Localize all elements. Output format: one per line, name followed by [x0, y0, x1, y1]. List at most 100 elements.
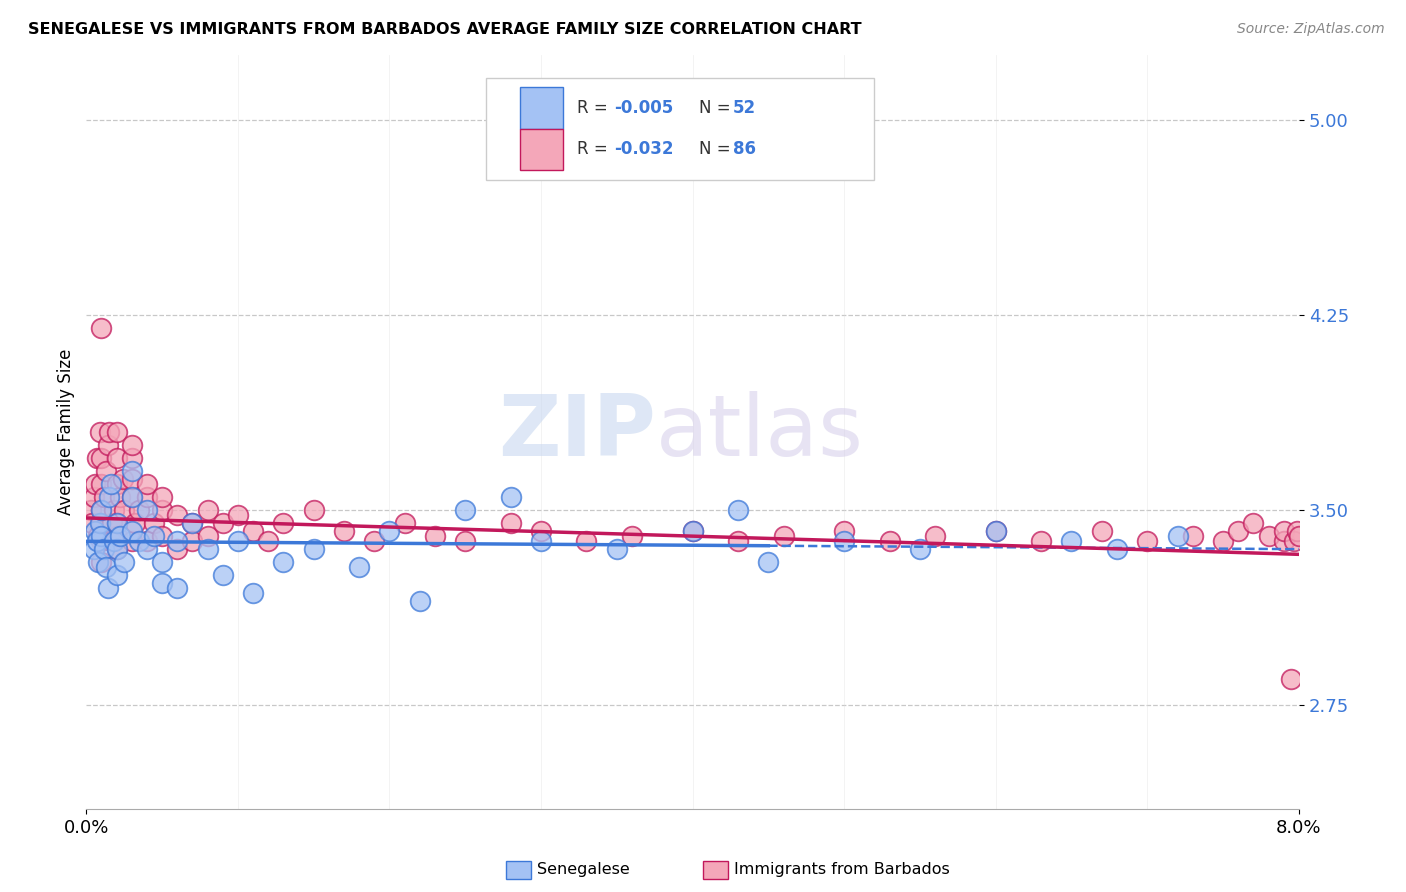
Point: [121, 490, 143, 504]
Point: [1272, 524, 1295, 538]
Point: [378, 524, 401, 538]
Point: [84, 524, 107, 538]
Point: [499, 516, 522, 530]
Point: [87, 529, 110, 543]
Point: [105, 516, 128, 530]
Point: [111, 472, 134, 486]
Point: [197, 503, 219, 517]
Point: [347, 560, 370, 574]
Point: [257, 534, 280, 549]
Point: [96, 438, 118, 452]
Text: -0.005: -0.005: [614, 99, 673, 117]
Point: [166, 542, 188, 557]
Point: [103, 503, 125, 517]
Point: [83, 542, 105, 557]
Point: [606, 542, 628, 557]
Point: [93, 542, 115, 557]
Point: [150, 555, 173, 569]
Point: [121, 490, 143, 504]
Point: [530, 524, 553, 538]
FancyBboxPatch shape: [486, 78, 875, 179]
Point: [879, 534, 901, 549]
Point: [1031, 534, 1053, 549]
Point: [90, 477, 112, 491]
Point: [181, 534, 204, 549]
Point: [128, 503, 150, 517]
Point: [112, 503, 135, 517]
Text: SENEGALESE VS IMMIGRANTS FROM BARBADOS AVERAGE FAMILY SIZE CORRELATION CHART: SENEGALESE VS IMMIGRANTS FROM BARBADOS A…: [28, 22, 862, 37]
Point: [166, 508, 188, 523]
Point: [128, 534, 150, 549]
Y-axis label: Average Family Size: Average Family Size: [58, 349, 75, 516]
Point: [108, 490, 131, 504]
Point: [1091, 524, 1114, 538]
Point: [150, 503, 173, 517]
Point: [423, 529, 446, 543]
Point: [772, 529, 794, 543]
Point: [727, 503, 749, 517]
Text: N =: N =: [699, 99, 735, 117]
Point: [121, 524, 143, 538]
Point: [135, 477, 157, 491]
Point: [181, 516, 204, 530]
Point: [84, 477, 107, 491]
Point: [105, 568, 128, 582]
Point: [105, 451, 128, 466]
Text: R =: R =: [578, 99, 613, 117]
Point: [1105, 542, 1128, 557]
Point: [82, 516, 104, 530]
Point: [1181, 529, 1204, 543]
Point: [242, 524, 264, 538]
Point: [363, 534, 385, 549]
Point: [143, 516, 166, 530]
Point: [1286, 524, 1309, 538]
Point: [93, 490, 115, 504]
Point: [242, 586, 264, 600]
Point: [454, 503, 477, 517]
Point: [1284, 534, 1306, 549]
Point: [394, 516, 416, 530]
Point: [1257, 529, 1279, 543]
Point: [135, 490, 157, 504]
Text: 52: 52: [733, 99, 755, 117]
Point: [197, 529, 219, 543]
Point: [1241, 516, 1264, 530]
Point: [150, 576, 173, 591]
Point: [135, 542, 157, 557]
Point: [908, 542, 931, 557]
Point: [682, 524, 704, 538]
Point: [100, 477, 122, 491]
Point: [1272, 534, 1295, 549]
Point: [105, 516, 128, 530]
Point: [226, 534, 249, 549]
Bar: [520, 87, 562, 128]
Point: [924, 529, 946, 543]
Point: [166, 534, 188, 549]
Point: [105, 529, 128, 543]
Point: [80, 503, 103, 517]
Text: R =: R =: [578, 140, 613, 159]
Point: [1227, 524, 1250, 538]
Point: [90, 555, 112, 569]
Point: [150, 529, 173, 543]
Point: [87, 555, 110, 569]
Point: [984, 524, 1007, 538]
Point: [499, 490, 522, 504]
Text: -0.032: -0.032: [614, 140, 673, 159]
Point: [101, 516, 124, 530]
Text: Senegalese: Senegalese: [537, 863, 630, 877]
Point: [832, 524, 855, 538]
Point: [112, 555, 135, 569]
Point: [150, 490, 173, 504]
Point: [121, 472, 143, 486]
Point: [1279, 672, 1302, 686]
Point: [302, 503, 325, 517]
Point: [121, 464, 143, 478]
Point: [197, 542, 219, 557]
Point: [124, 516, 146, 530]
Point: [86, 451, 108, 466]
Point: [1167, 529, 1189, 543]
Point: [83, 490, 105, 504]
Point: [90, 451, 112, 466]
Point: [984, 524, 1007, 538]
